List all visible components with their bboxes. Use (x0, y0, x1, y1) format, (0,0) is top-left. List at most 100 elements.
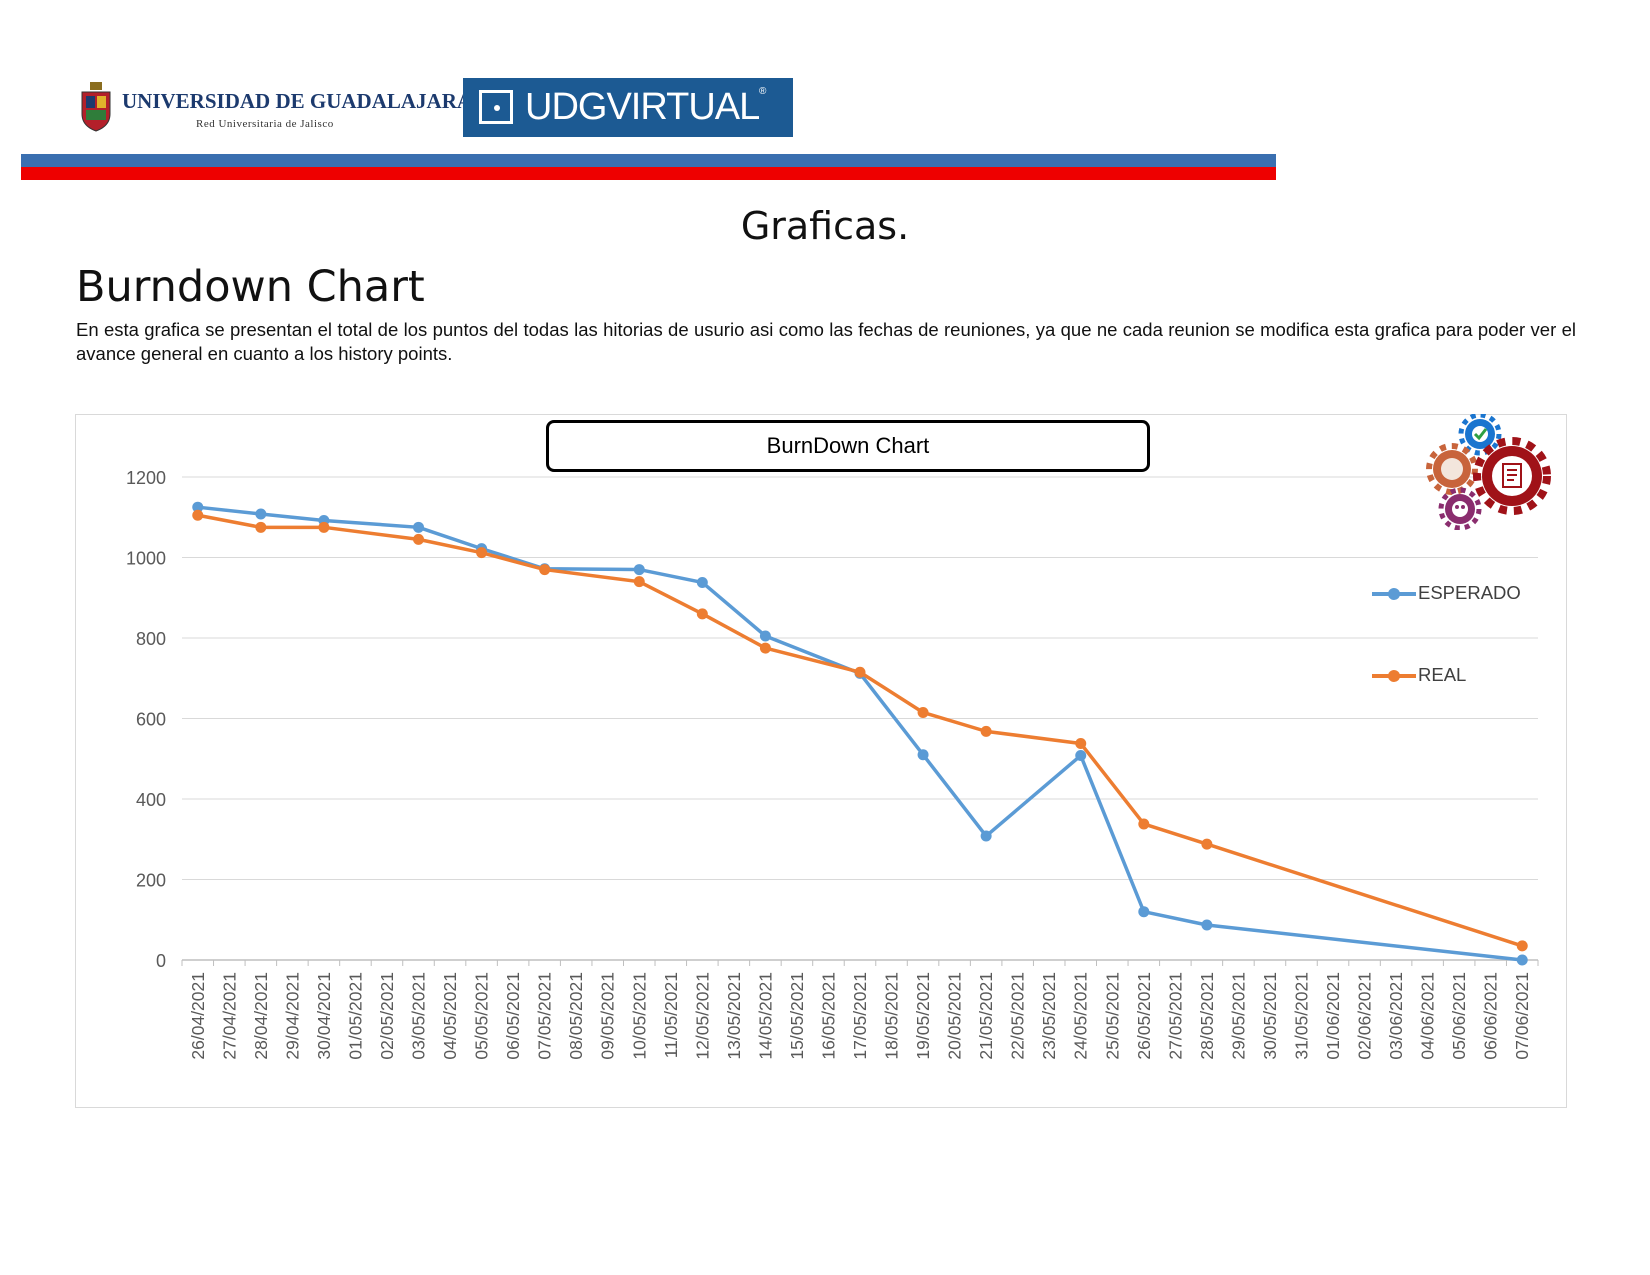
x-tick-label: 15/05/2021 (787, 972, 807, 1060)
x-tick-label: 18/05/2021 (882, 972, 902, 1060)
section-title: Burndown Chart (76, 262, 425, 312)
data-point-real (1075, 737, 1087, 749)
university-name: UNIVERSIDAD DE GUADALAJARA (122, 89, 473, 113)
x-tick-label: 14/05/2021 (755, 972, 775, 1060)
data-point-real (633, 576, 645, 588)
x-tick-label: 02/05/2021 (377, 972, 397, 1060)
legend-label-esperado: ESPERADO (1418, 582, 1521, 603)
x-tick-label: 13/05/2021 (724, 972, 744, 1060)
data-point-esperado (917, 749, 929, 761)
udg-virtual-brand: UDGVIRTUAL (525, 86, 760, 128)
x-tick-label: 29/04/2021 (282, 972, 302, 1060)
header-stripe-red (21, 167, 1276, 180)
y-tick-label: 1200 (126, 468, 166, 488)
x-tick-label: 19/05/2021 (913, 972, 933, 1060)
page-title: Graficas. (740, 204, 910, 248)
data-point-real (318, 521, 330, 533)
y-tick-label: 400 (136, 790, 166, 810)
legend-marker-esperado (1388, 588, 1400, 600)
x-tick-label: 26/05/2021 (1134, 972, 1154, 1060)
x-tick-label: 28/04/2021 (251, 972, 271, 1060)
x-tick-label: 24/05/2021 (1071, 972, 1091, 1060)
x-tick-label: 09/05/2021 (598, 972, 618, 1060)
data-point-real (255, 521, 267, 533)
x-tick-label: 22/05/2021 (1008, 972, 1028, 1060)
chart-title: BurnDown Chart (546, 420, 1150, 472)
data-point-esperado (413, 521, 425, 533)
x-tick-label: 17/05/2021 (850, 972, 870, 1060)
data-point-real (854, 666, 866, 678)
x-tick-label: 03/05/2021 (409, 972, 429, 1060)
x-tick-label: 06/06/2021 (1481, 972, 1501, 1060)
x-tick-label: 05/06/2021 (1449, 972, 1469, 1060)
x-tick-label: 30/05/2021 (1260, 972, 1280, 1060)
x-tick-label: 03/06/2021 (1386, 972, 1406, 1060)
gear-purple-icon (1438, 487, 1482, 530)
x-tick-label: 06/05/2021 (503, 972, 523, 1060)
y-tick-label: 800 (136, 629, 166, 649)
x-tick-label: 12/05/2021 (692, 972, 712, 1060)
x-tick-label: 23/05/2021 (1039, 972, 1059, 1060)
data-point-esperado (255, 508, 267, 520)
gear-blue-icon (1458, 414, 1502, 456)
data-point-esperado (1516, 954, 1528, 966)
data-point-esperado (1201, 919, 1213, 931)
x-tick-label: 01/05/2021 (345, 972, 365, 1060)
legend-label-real: REAL (1418, 664, 1467, 685)
data-point-real (413, 533, 425, 545)
x-tick-label: 01/06/2021 (1323, 972, 1343, 1060)
data-point-real (476, 547, 488, 559)
x-tick-label: 20/05/2021 (945, 972, 965, 1060)
header-stripe-blue (21, 154, 1276, 167)
y-tick-label: 600 (136, 710, 166, 730)
series-line-esperado (197, 505, 1523, 962)
gear-red-icon (1473, 437, 1551, 515)
university-logo: UNIVERSIDAD DE GUADALAJARA Red Universit… (76, 78, 472, 140)
data-point-real (1201, 838, 1213, 850)
x-tick-label: 07/05/2021 (535, 972, 555, 1060)
x-tick-label: 04/05/2021 (440, 972, 460, 1060)
x-tick-label: 10/05/2021 (629, 972, 649, 1060)
x-tick-label: 16/05/2021 (818, 972, 838, 1060)
x-tick-label: 08/05/2021 (566, 972, 586, 1060)
x-tick-label: 04/06/2021 (1418, 972, 1438, 1060)
x-tick-label: 29/05/2021 (1228, 972, 1248, 1060)
x-tick-label: 05/05/2021 (472, 972, 492, 1060)
data-point-real (917, 706, 929, 718)
x-tick-label: 07/06/2021 (1512, 972, 1532, 1060)
data-point-real (539, 564, 551, 576)
series-line-real (197, 513, 1523, 948)
x-tick-label: 31/05/2021 (1291, 972, 1311, 1060)
x-tick-label: 25/05/2021 (1102, 972, 1122, 1060)
data-point-esperado (696, 576, 708, 588)
udg-virtual-icon (479, 90, 513, 124)
x-tick-label: 21/05/2021 (976, 972, 996, 1060)
data-point-esperado (980, 830, 992, 842)
y-tick-label: 0 (156, 951, 166, 971)
x-tick-label: 02/06/2021 (1355, 972, 1375, 1060)
y-tick-label: 200 (136, 871, 166, 891)
x-tick-label: 11/05/2021 (661, 972, 681, 1058)
data-point-real (1138, 818, 1150, 830)
registered-mark: ® (759, 86, 767, 97)
data-point-real (980, 725, 992, 737)
university-subtitle: Red Universitaria de Jalisco (196, 118, 334, 130)
header-logos: UNIVERSIDAD DE GUADALAJARA Red Universit… (76, 78, 796, 140)
x-tick-label: 26/04/2021 (188, 972, 208, 1060)
data-point-esperado (1138, 906, 1150, 918)
data-point-esperado (192, 501, 204, 513)
x-tick-label: 27/04/2021 (219, 972, 239, 1060)
udg-virtual-logo: UDGVIRTUAL ® (463, 78, 793, 137)
data-point-real (1516, 940, 1528, 952)
data-point-esperado (633, 564, 645, 576)
x-tick-label: 28/05/2021 (1197, 972, 1217, 1060)
chart-frame (75, 414, 1567, 1108)
gear-orange-icon (1426, 443, 1478, 495)
data-point-real (192, 509, 204, 521)
y-tick-label: 1000 (126, 549, 166, 569)
legend-marker-real (1388, 670, 1400, 682)
gears-icon (1426, 414, 1551, 530)
description-text: En esta grafica se presentan el total de… (76, 319, 1576, 364)
x-tick-label: 30/04/2021 (314, 972, 334, 1060)
